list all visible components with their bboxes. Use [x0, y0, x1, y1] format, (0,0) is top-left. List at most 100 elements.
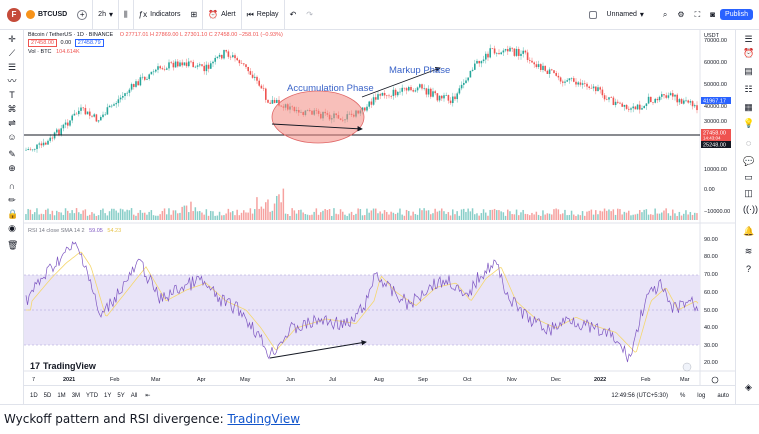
fib-icon[interactable]: ☰ [7, 62, 17, 72]
settings-button[interactable]: ⚙ [672, 0, 689, 30]
range-3m[interactable]: 3M [71, 392, 81, 399]
bid-button[interactable]: 27458.00 [28, 39, 57, 47]
range-5y[interactable]: 5Y [117, 392, 125, 399]
candle-body [520, 53, 522, 56]
watchlist-icon[interactable]: ☰ [744, 34, 753, 44]
percent-toggle[interactable]: % [679, 392, 686, 399]
search-button[interactable]: ⌕ [658, 0, 672, 30]
candle-body [78, 110, 80, 115]
ask-button[interactable]: 27458.79 [74, 39, 104, 47]
candle-body [678, 99, 681, 103]
range-5d[interactable]: 5D [43, 392, 52, 399]
select-checkbox[interactable] [584, 0, 602, 30]
volume-bar [502, 212, 505, 220]
log-toggle[interactable]: log [697, 392, 706, 399]
calendar-icon[interactable]: ▦ [744, 102, 753, 112]
fullscreen-button[interactable]: ⛶ [690, 0, 706, 30]
scroll-to-realtime-button[interactable] [682, 362, 692, 372]
volume-bar [513, 214, 516, 220]
symbol-search[interactable]: BTCUSD [21, 0, 72, 30]
measure-tool-icon[interactable]: ⇌ [8, 118, 16, 128]
magnet-icon[interactable]: ∩ [8, 181, 16, 191]
redo-button[interactable]: ↷ [301, 0, 318, 30]
layers-icon[interactable]: ◈ [745, 382, 752, 392]
volume-bar [256, 197, 258, 220]
volume-bar [31, 214, 34, 220]
accumulation-arrow[interactable] [271, 123, 363, 132]
projection-icon[interactable]: ⌘ [7, 104, 17, 114]
ideas-icon[interactable]: 💡 [743, 118, 755, 128]
caption-link[interactable]: TradingView [227, 412, 301, 426]
help-icon[interactable]: ? [745, 264, 751, 274]
bell-icon[interactable]: 🔔 [743, 226, 755, 236]
volume-bar [247, 212, 249, 220]
alerts-icon[interactable]: ⏰ [743, 48, 755, 58]
candle-body [652, 102, 654, 103]
date-range-icon[interactable]: ⇤ [145, 393, 151, 399]
eye-icon[interactable]: ◉ [8, 223, 16, 233]
interval-selector[interactable]: 2h ▾ [92, 0, 118, 30]
volume-bar [511, 214, 513, 220]
screener-icon[interactable]: ◫ [744, 188, 753, 198]
indicators-button[interactable]: ƒx Indicators [132, 0, 186, 30]
hotlists-icon[interactable]: ☷ [744, 84, 753, 94]
auto-toggle[interactable]: auto [717, 392, 729, 399]
candle-body [67, 122, 69, 126]
lock-drawing-icon[interactable]: ✏ [8, 195, 16, 205]
emoji-icon[interactable]: ☺ [7, 132, 17, 142]
text-tool-icon[interactable]: T [9, 90, 15, 100]
volume-bar [342, 211, 344, 220]
clock-label[interactable]: 12:49:56 (UTC+5:30) [611, 392, 668, 399]
compare-button[interactable]: + [72, 0, 92, 30]
pattern-icon[interactable]: 〰 [7, 76, 17, 86]
camera-icon: ◙ [710, 10, 716, 19]
snapshot-button[interactable]: ◙ [705, 0, 720, 30]
chart-canvas[interactable]: Accumulation Phase Markup Phase USDT 700… [0, 0, 759, 405]
volume-bar [67, 210, 69, 220]
zoom-in-icon[interactable]: ⊕ [8, 163, 16, 173]
candles-icon: ⫼ [123, 9, 128, 19]
range-all[interactable]: All [130, 392, 138, 399]
streams-icon[interactable]: ◌ [745, 138, 752, 148]
rsi-divergence-arrow[interactable] [269, 340, 367, 359]
accumulation-ellipse[interactable] [271, 90, 365, 144]
volume-bar [575, 215, 577, 220]
publish-button[interactable]: Publish [720, 9, 753, 20]
spread-value: 0.00 [60, 40, 72, 46]
chat-icon[interactable]: 💬 [743, 156, 755, 166]
trash-icon[interactable]: 🗑 [7, 240, 19, 250]
volume-tick: 0.00 [704, 187, 715, 193]
accumulation-label: Accumulation Phase [287, 83, 374, 94]
lock-icon[interactable]: 🔒 [7, 209, 19, 219]
markup-arrow[interactable] [361, 67, 441, 98]
chart-type-button[interactable]: ⫼ [117, 0, 133, 30]
trend-line-icon[interactable]: ⟋ [8, 48, 16, 58]
data-window-icon[interactable]: ▤ [744, 66, 753, 76]
volume-bar [148, 211, 150, 220]
range-1y[interactable]: 1Y [104, 392, 112, 399]
candle-body [568, 78, 571, 81]
notifications-icon[interactable]: ▭ [744, 172, 753, 182]
range-1d[interactable]: 1D [30, 392, 38, 399]
gear-icon[interactable] [711, 376, 719, 384]
range-ytd[interactable]: YTD [86, 392, 99, 399]
range-1m[interactable]: 1M [57, 392, 66, 399]
layout-menu[interactable]: Unnamed ▾ [602, 0, 658, 30]
volume-bar [680, 215, 683, 220]
ruler-icon[interactable]: ✎ [8, 149, 16, 159]
crosshair-icon[interactable]: ✛ [8, 34, 16, 44]
volume-bar [326, 209, 329, 220]
signals-icon[interactable]: ≋ [744, 246, 753, 256]
alert-button[interactable]: ⏰ Alert [202, 0, 240, 30]
user-avatar[interactable]: F [7, 7, 21, 22]
candle-body [405, 88, 408, 91]
interval-label: 2h [98, 11, 106, 18]
undo-button[interactable]: ↶ [283, 0, 302, 30]
candle-body [408, 87, 410, 91]
candle-body [256, 76, 258, 81]
broadcast-icon[interactable]: ((·)) [743, 204, 758, 214]
replay-button[interactable]: ⏮ Replay [240, 0, 284, 30]
volume-bar [42, 214, 45, 220]
candle-body [502, 50, 505, 53]
templates-button[interactable]: ⊞ [185, 0, 202, 30]
